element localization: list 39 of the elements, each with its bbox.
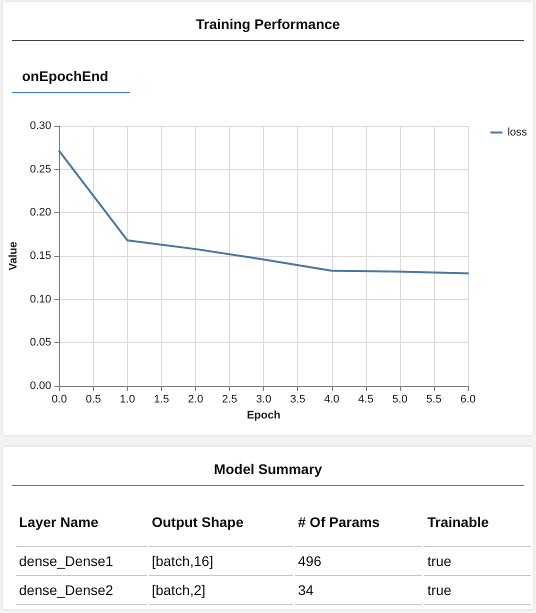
x-tick-label: 3.5 (290, 394, 306, 406)
y-tick-label: 0.25 (30, 163, 52, 176)
text: [batch,16] (148, 547, 293, 576)
text: dense_Dense2 (16, 576, 147, 605)
x-axis-title: Epoch (246, 409, 281, 422)
text: true (424, 576, 531, 605)
text: Output Shape (148, 500, 293, 547)
x-tick-label: 0.5 (86, 394, 102, 406)
y-tick-label: 0.15 (30, 250, 52, 262)
text: [batch,2] (148, 576, 293, 605)
text: dense_Dense1 (16, 547, 147, 576)
x-tick-label: 5.5 (426, 394, 442, 406)
y-tick-label: 0.00 (30, 380, 52, 392)
x-tick-label: 0.0 (52, 394, 67, 406)
text: Layer Name (16, 500, 147, 547)
x-tick-label: 6.0 (460, 394, 476, 406)
x-tick-label: 4.0 (324, 394, 340, 406)
text: 34 (295, 576, 422, 605)
y-tick-label: 0.20 (30, 206, 52, 219)
line-series (58, 150, 469, 274)
y-tick-label: 0.30 (30, 120, 52, 132)
chart-title: Training Performance (12, 2, 524, 41)
x-tick-label: 5.0 (392, 394, 408, 406)
x-tick-label: 2.5 (222, 394, 238, 406)
x-tick-label: 4.5 (358, 394, 374, 406)
text: Trainable (424, 500, 531, 547)
text: 496 (295, 547, 422, 576)
y-axis-title: Value (8, 242, 20, 270)
text: # Of Params (295, 500, 422, 547)
x-tick-label: 2.0 (188, 394, 204, 406)
text: true (424, 547, 531, 576)
y-tick-label: 0.05 (30, 336, 52, 349)
text: Model Summary (12, 447, 524, 486)
x-tick-label: 3.0 (256, 394, 272, 406)
x-tick-label: 1.0 (120, 394, 136, 406)
legend-label: loss (507, 126, 528, 138)
y-tick-label: 0.10 (30, 293, 52, 306)
chart-subtitle: onEpochEnd (12, 68, 130, 93)
x-tick-label: 1.5 (154, 394, 170, 406)
